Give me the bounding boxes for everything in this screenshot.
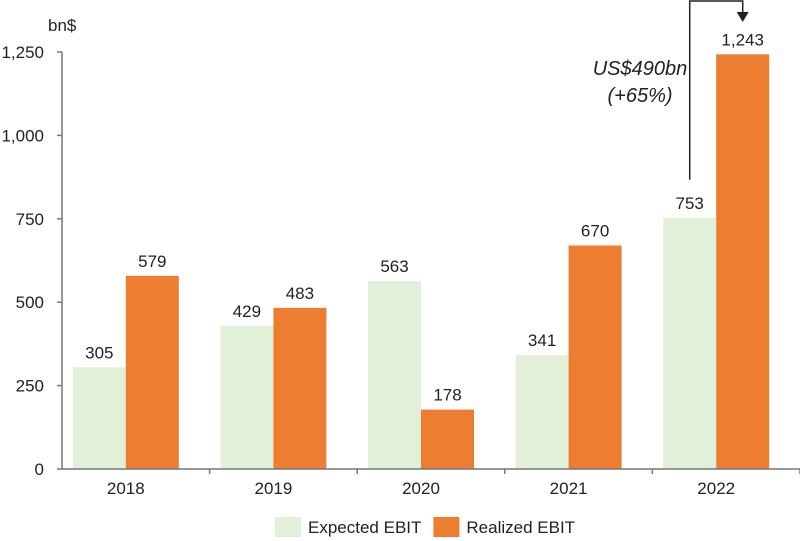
data-label: 1,243 xyxy=(721,30,764,49)
x-tick-label: 2019 xyxy=(254,479,292,498)
bar-expected-ebit xyxy=(515,355,569,469)
arrow-down-icon xyxy=(736,12,749,22)
legend-swatch xyxy=(433,517,460,537)
legend: Expected EBIT Realized EBIT xyxy=(275,517,575,537)
legend-label: Expected EBIT xyxy=(308,518,421,537)
data-label: 753 xyxy=(676,194,704,213)
bar-expected-ebit xyxy=(663,217,717,469)
y-axis: 0 250 500 750 1,000 1,250 xyxy=(1,43,63,479)
legend-label: Realized EBIT xyxy=(466,518,575,537)
data-label: 563 xyxy=(380,257,408,276)
bar-realized-ebit xyxy=(716,54,770,469)
bar-expected-ebit xyxy=(368,281,421,469)
y-tick-label: 500 xyxy=(16,293,44,312)
bar-realized-ebit xyxy=(125,275,179,469)
y-axis-unit-label: bn$ xyxy=(48,16,77,35)
x-axis: 2018 2019 2020 2021 2022 xyxy=(62,468,800,498)
difference-annotation: US$490bn (+65%) xyxy=(593,0,749,180)
bar-expected-ebit xyxy=(220,325,274,469)
y-tick-label: 250 xyxy=(16,377,44,396)
data-label: 579 xyxy=(138,252,166,271)
data-label: 429 xyxy=(233,302,261,321)
x-tick-label: 2021 xyxy=(550,479,588,498)
bar-realized-ebit xyxy=(568,245,622,469)
annotation-amount: US$490bn xyxy=(593,58,688,80)
data-label: 305 xyxy=(85,343,113,362)
y-tick-label: 1,000 xyxy=(1,126,44,145)
data-label: 341 xyxy=(528,331,556,350)
bars: 305 579 429 483 563 178 341 670 753 1,243 xyxy=(72,30,770,469)
annotation-percent: (+65%) xyxy=(607,85,672,107)
legend-swatch xyxy=(275,517,301,537)
x-tick-label: 2022 xyxy=(697,479,735,498)
y-tick-label: 750 xyxy=(16,210,44,229)
x-tick-label: 2020 xyxy=(402,479,440,498)
bar-expected-ebit xyxy=(72,367,126,469)
x-tick-label: 2018 xyxy=(107,479,145,498)
data-label: 483 xyxy=(286,284,314,303)
data-label: 670 xyxy=(581,221,609,240)
y-tick-label: 1,250 xyxy=(1,43,44,62)
y-tick-label: 0 xyxy=(35,460,44,479)
bar-realized-ebit xyxy=(421,409,474,469)
bar-realized-ebit xyxy=(273,307,327,469)
annotation-bracket xyxy=(688,0,744,180)
data-label: 178 xyxy=(433,386,461,405)
